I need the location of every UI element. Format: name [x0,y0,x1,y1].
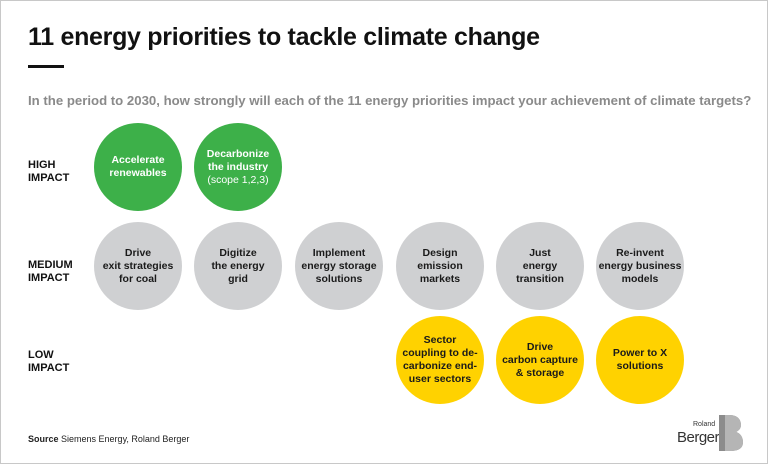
priority-line: models [621,272,659,285]
priority-line: carbon capture [502,353,578,366]
priority-line: solutions [616,360,664,372]
priority-line: Drive [526,340,554,353]
row-label-medium: MEDIUM IMPACT [28,259,73,285]
title-underline [28,65,64,68]
question-subtitle: In the period to 2030, how strongly will… [28,93,752,108]
priority-line: emission [417,259,463,272]
priority-line: Re-invent [616,246,664,259]
priority-line: coupling to de- [402,347,478,359]
logo-berger-text: Berger [677,429,720,446]
priority-sector-coupling: Sector coupling to de- carbonize end- us… [396,316,484,404]
priority-line: user sectors [408,373,472,385]
priority-line: energy storage [301,259,377,272]
priority-decarbonize-industry: Decarbonize the industry (scope 1,2,3) [194,123,282,211]
priority-line: Accelerate [111,154,165,166]
priority-line: transition [516,272,564,285]
priority-line: exit strategies [102,259,174,272]
priority-line: energy [522,259,558,272]
priority-line: Power to X [612,347,668,359]
priority-line: carbonize end- [402,360,478,372]
row-label-high: HIGH IMPACT [28,159,69,185]
source-text: Siemens Energy, Roland Berger [61,434,190,444]
priority-line: Decarbonize [206,147,270,160]
row-label-high-line1: HIGH [28,159,56,171]
page-title: 11 energy priorities to tackle climate c… [28,23,540,51]
row-label-high-line2: IMPACT [28,172,70,184]
priority-note: (scope 1,2,3) [207,173,269,186]
priority-energy-storage: Implement energy storage solutions [295,222,383,310]
priority-line: the energy [211,259,265,272]
priority-line: energy business [598,259,682,272]
priority-line: for coal [119,272,157,285]
row-label-medium-line2: IMPACT [28,272,70,284]
priority-line: Just [529,246,551,259]
priority-line: Drive [124,246,152,259]
priority-line: the industry [207,160,269,173]
priority-emission-markets: Design emission markets [396,222,484,310]
row-label-medium-line1: MEDIUM [28,259,73,271]
priority-line: Digitize [219,246,257,259]
row-label-low: LOW IMPACT [28,349,69,375]
priority-line: Sector [423,334,457,346]
priority-line: markets [419,272,461,285]
source-label: Source [28,434,59,444]
row-label-low-line2: IMPACT [28,362,70,374]
priority-line: solutions [315,272,363,285]
priority-line: & storage [515,366,565,379]
priority-line: Implement [312,246,366,259]
priority-just-energy-transition: Just energy transition [496,222,584,310]
priority-carbon-capture: Drive carbon capture & storage [496,316,584,404]
priority-line: grid [228,272,248,285]
priority-line: Design [422,246,458,259]
priority-accelerate-renewables: Accelerate renewables [94,123,182,211]
logo-roland-text: Roland [693,421,716,428]
logo-b-mark-icon [719,415,743,451]
source-note: Source Siemens Energy, Roland Berger [28,434,189,444]
roland-berger-logo: Roland Berger [677,413,747,453]
priority-reinvent-business-models: Re-invent energy business models [596,222,684,310]
row-label-low-line1: LOW [28,349,54,361]
priority-digitize-grid: Digitize the energy grid [194,222,282,310]
priority-exit-strategies-coal: Drive exit strategies for coal [94,222,182,310]
priority-power-to-x: Power to X solutions [596,316,684,404]
priority-line: renewables [109,167,167,179]
